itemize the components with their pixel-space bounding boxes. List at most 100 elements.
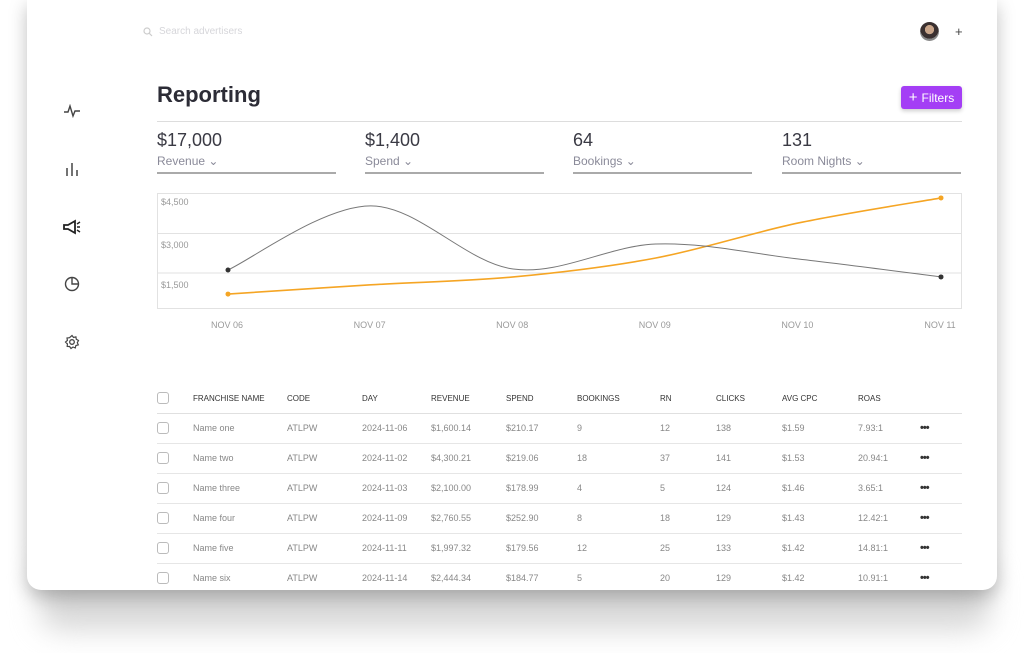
settings-icon[interactable]	[61, 331, 83, 353]
column-header[interactable]: CODE	[287, 384, 362, 414]
chevron-down-icon: ⌄	[625, 154, 636, 168]
kpi-label: Revenue	[157, 154, 206, 168]
table-row[interactable]: Name five ATLPW 2024-11-11 $1,997.32 $179.56…	[157, 533, 962, 564]
activity-icon[interactable]	[61, 100, 83, 122]
table-cell: $1.42	[782, 533, 858, 564]
data-point[interactable]	[225, 267, 231, 273]
table-cell: 133	[716, 533, 782, 564]
more-options-icon[interactable]: •••	[920, 422, 930, 434]
kpi-revenue[interactable]: $17,000 Revenue ⌄	[157, 130, 336, 174]
filters-label: Filters	[921, 90, 955, 105]
more-options-icon[interactable]: •••	[920, 572, 930, 584]
kpi-bookings[interactable]: 64 Bookings ⌄	[573, 130, 752, 174]
data-point[interactable]	[938, 274, 944, 280]
more-options-icon[interactable]: •••	[920, 512, 930, 524]
table-cell: 2024-11-02	[362, 443, 431, 474]
table-cell: 7.93:1	[858, 413, 920, 444]
table-cell: 9	[577, 413, 660, 444]
table-row[interactable]: Name four ATLPW 2024-11-09 $2,760.55 $252.90…	[157, 503, 962, 534]
more-options-icon[interactable]: •••	[920, 482, 930, 494]
table-cell: 2024-11-06	[362, 413, 431, 444]
kpi-value: $1,400	[365, 130, 421, 150]
data-point[interactable]	[225, 291, 231, 297]
table-cell: $1.42	[782, 563, 858, 590]
column-header[interactable]: RN	[660, 384, 716, 414]
megaphone-icon[interactable]	[61, 216, 83, 238]
column-header[interactable]: BOOKINGS	[577, 384, 660, 414]
row-select-cell	[157, 503, 193, 534]
row-checkbox[interactable]	[157, 542, 169, 554]
table-cell: $184.77	[506, 563, 577, 590]
column-header[interactable]: ROAS	[858, 384, 920, 414]
add-button[interactable]: +	[955, 24, 963, 39]
table-cell: $2,444.34	[431, 563, 506, 590]
column-header[interactable]: REVENUE	[431, 384, 506, 414]
table-cell: Name two	[193, 443, 287, 474]
row-select-cell	[157, 563, 193, 590]
row-checkbox[interactable]	[157, 422, 169, 434]
table-row[interactable]: Name three ATLPW 2024-11-03 $2,100.00 $178.9…	[157, 473, 962, 504]
table-cell: $4,300.21	[431, 443, 506, 474]
row-menu-cell: •••	[920, 473, 962, 504]
row-checkbox[interactable]	[157, 482, 169, 494]
row-checkbox[interactable]	[157, 452, 169, 464]
y-tick-label: $1,500	[161, 280, 189, 290]
y-tick-label: $4,500	[161, 197, 189, 207]
header-cell	[157, 384, 193, 414]
table-cell: $219.06	[506, 443, 577, 474]
x-tick-label: NOV 08	[496, 320, 529, 330]
row-checkbox[interactable]	[157, 572, 169, 584]
table-cell: 12	[577, 533, 660, 564]
column-header[interactable]: FRANCHISE NAME	[193, 384, 287, 414]
page-title: Reporting	[157, 82, 261, 107]
table-cell: 2024-11-09	[362, 503, 431, 534]
row-menu-cell: •••	[920, 563, 962, 590]
kpi-value: $17,000	[157, 130, 223, 150]
table-row[interactable]: Name two ATLPW 2024-11-02 $4,300.21 $219.06 1…	[157, 443, 962, 474]
table-cell: $179.56	[506, 533, 577, 564]
column-header[interactable]: CLICKS	[716, 384, 782, 414]
column-header[interactable]: SPEND	[506, 384, 577, 414]
bar-chart-icon[interactable]	[61, 158, 83, 180]
pie-chart-icon[interactable]	[61, 273, 83, 295]
chevron-down-icon: ⌄	[403, 154, 414, 168]
avatar[interactable]	[920, 22, 939, 41]
kpi-value: 131	[782, 130, 813, 150]
table-cell: 12	[660, 413, 716, 444]
more-options-icon[interactable]: •••	[920, 542, 930, 554]
table-cell: Name five	[193, 533, 287, 564]
table-cell: Name three	[193, 473, 287, 504]
table-cell: 10.91:1	[858, 563, 920, 590]
chevron-down-icon: ⌄	[208, 154, 219, 168]
table-cell: 4	[577, 473, 660, 504]
table-cell: 138	[716, 413, 782, 444]
row-select-cell	[157, 533, 193, 564]
table-cell: 18	[660, 503, 716, 534]
column-header[interactable]: AVG CPC	[782, 384, 858, 414]
data-point[interactable]	[938, 195, 944, 201]
table-row[interactable]: Name six ATLPW 2024-11-14 $2,444.34 $184.77 5…	[157, 563, 962, 590]
filters-button[interactable]: + Filters	[901, 86, 962, 109]
kpi-room-nights[interactable]: 131 Room Nights ⌄	[782, 130, 961, 174]
kpi-label: Spend	[365, 154, 400, 168]
row-select-cell	[157, 443, 193, 474]
table-cell: ATLPW	[287, 413, 362, 444]
app-window: Search advertisers + Reporting + Filters …	[27, 0, 997, 590]
table-cell: 2024-11-03	[362, 473, 431, 504]
line-chart: $4,500 $3,000 $1,500	[157, 193, 962, 309]
kpi-label: Room Nights	[782, 154, 852, 168]
row-checkbox[interactable]	[157, 512, 169, 524]
table-cell: Name four	[193, 503, 287, 534]
table-row[interactable]: Name one ATLPW 2024-11-06 $1,600.14 $210.17 9…	[157, 413, 962, 444]
kpi-spend[interactable]: $1,400 Spend ⌄	[365, 130, 544, 174]
table-cell: 2024-11-11	[362, 533, 431, 564]
select-all-checkbox[interactable]	[157, 392, 169, 405]
more-options-icon[interactable]: •••	[920, 452, 930, 464]
table-cell: $1.46	[782, 473, 858, 504]
search-field[interactable]: Search advertisers	[143, 26, 242, 37]
x-tick-label: NOV 07	[353, 320, 386, 330]
column-header[interactable]: DAY	[362, 384, 431, 414]
search-placeholder: Search advertisers	[159, 26, 243, 37]
table-cell: ATLPW	[287, 503, 362, 534]
report-table: FRANCHISE NAME CODE DAY REVENUE SPEND BOOKING…	[157, 384, 962, 590]
